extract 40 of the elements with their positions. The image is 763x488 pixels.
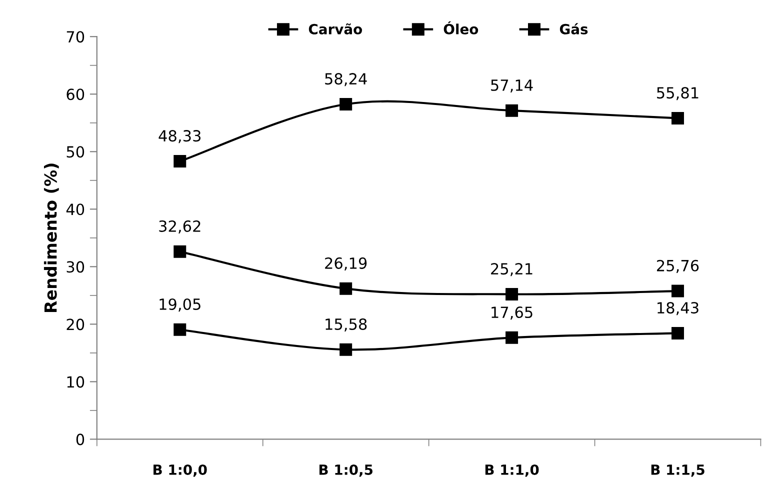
data-label: 25,21: [491, 263, 532, 276]
point: [506, 288, 518, 300]
y-tick-label: 50: [66, 146, 84, 158]
point: [671, 326, 684, 340]
data-label: 17,65: [492, 306, 532, 320]
data-label: 48,33: [158, 130, 201, 144]
point: [671, 284, 684, 298]
data-label: 25,76: [656, 260, 699, 273]
y-tick-label: 20: [66, 318, 84, 330]
point: [174, 154, 186, 168]
data-label: 19,05: [160, 298, 200, 312]
y-tick-label: 60: [66, 88, 84, 100]
point: [174, 323, 186, 336]
data-label: 32,62: [159, 220, 200, 234]
point: [506, 331, 518, 344]
legend-label: Carvão: [308, 23, 362, 34]
x-tick-label: B 1:1,0: [485, 464, 539, 477]
data-label: 57,14: [491, 80, 533, 92]
data-label: 55,81: [657, 87, 698, 100]
point: [340, 98, 352, 110]
legend-label: Gás: [560, 23, 588, 34]
point: [340, 282, 352, 295]
point: [174, 245, 186, 258]
legend-label: Óleo: [444, 21, 478, 34]
data-label: 58,24: [325, 73, 367, 86]
x-tick-label: B 1:0,0: [154, 464, 207, 477]
y-tick-label: 70: [66, 31, 84, 43]
y-axis-title: Rendimento (%): [44, 164, 59, 312]
data-label: 15,58: [326, 318, 367, 332]
point: [506, 104, 518, 117]
y-tick-label: 30: [66, 261, 84, 273]
y-tick-label: 10: [67, 376, 84, 388]
x-tick-label: B 1:1,5: [651, 464, 704, 477]
data-label: 18,43: [658, 302, 698, 316]
x-tick-label: B 1:0,5: [319, 464, 372, 477]
point: [340, 343, 352, 356]
y-tick-label: 40: [66, 204, 84, 216]
data-label: 26,19: [325, 257, 367, 270]
y-tick-label: 0: [76, 434, 84, 446]
point: [671, 112, 684, 124]
